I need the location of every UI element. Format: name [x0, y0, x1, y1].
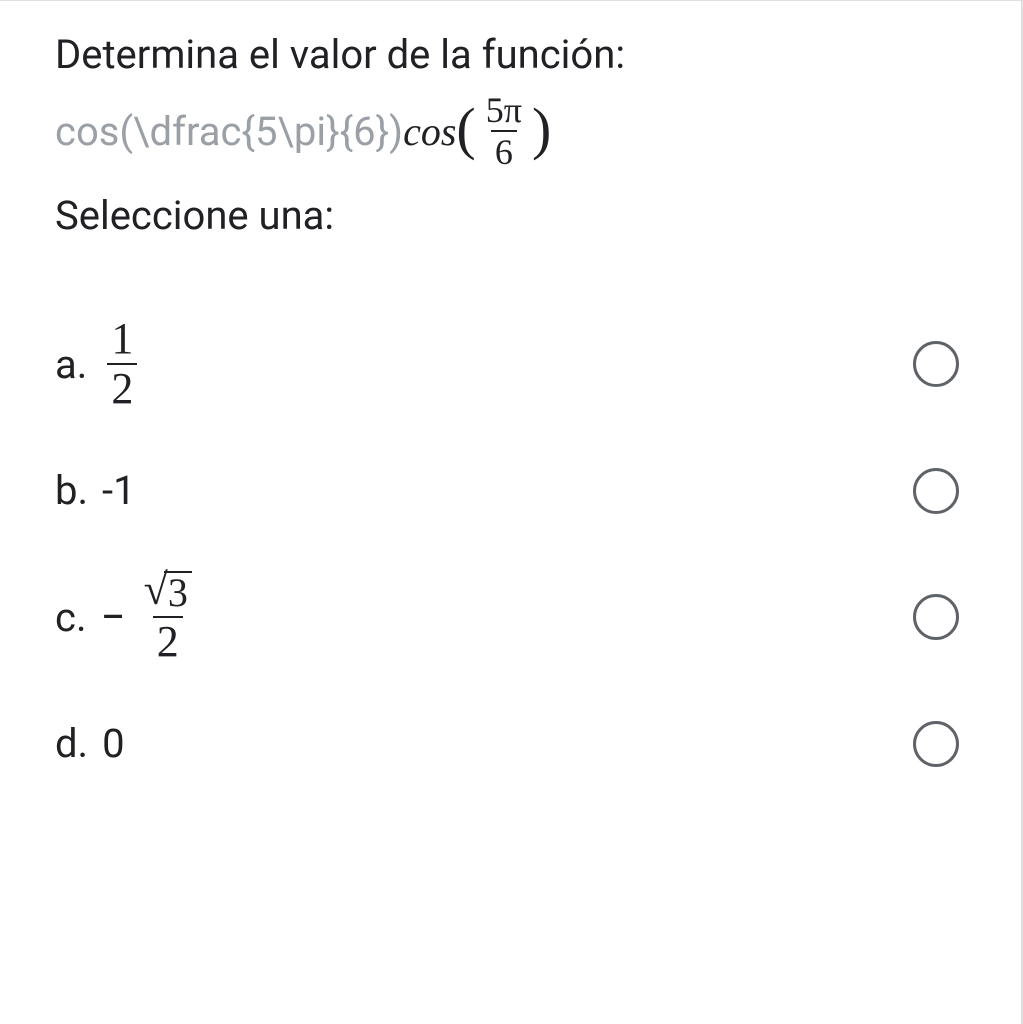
rendered-math: cos ( 5π 6 ) — [403, 92, 551, 170]
radio-d[interactable] — [913, 721, 959, 767]
radio-a[interactable] — [913, 341, 959, 387]
radio-c[interactable] — [913, 594, 959, 640]
option-b-text: -1 — [102, 467, 136, 514]
option-letter: a. — [55, 341, 87, 388]
option-b[interactable]: b. -1 — [55, 439, 971, 542]
option-a-label: a. 1 2 — [55, 317, 143, 411]
option-letter: b. — [55, 467, 88, 514]
function-name: cos — [403, 108, 456, 155]
option-letter: d. — [55, 720, 88, 767]
option-d-label: d. 0 — [55, 720, 125, 767]
numerator: 5π — [482, 92, 526, 130]
option-a-den: 2 — [107, 363, 137, 411]
negative-sign: − — [100, 591, 125, 643]
option-c-label: c. − √ 3 2 — [55, 570, 202, 664]
option-d-text: 0 — [102, 720, 124, 767]
option-c-math: − √ 3 2 — [100, 570, 201, 664]
options-list: a. 1 2 b. -1 c. − √ — [55, 289, 971, 795]
option-a-math: 1 2 — [101, 317, 143, 411]
option-b-label: b. -1 — [55, 467, 136, 514]
fraction-5pi-6: 5π 6 — [482, 92, 526, 170]
latex-raw-source: cos(\dfrac{5\pi}{6}) — [55, 108, 403, 155]
option-letter: c. — [55, 594, 86, 641]
denominator: 6 — [491, 130, 517, 170]
math-expression: cos(\dfrac{5\pi}{6}) cos ( 5π 6 ) — [55, 92, 971, 170]
option-d[interactable]: d. 0 — [55, 692, 971, 795]
option-c-num: √ 3 — [140, 570, 196, 616]
option-a[interactable]: a. 1 2 — [55, 289, 971, 439]
option-c-den: 2 — [153, 616, 183, 664]
sqrt-argument: 3 — [164, 571, 192, 613]
option-c[interactable]: c. − √ 3 2 — [55, 542, 971, 692]
question-title: Determina el valor de la función: — [55, 31, 971, 78]
radio-b[interactable] — [913, 468, 959, 514]
select-one-label: Seleccione una: — [55, 192, 971, 239]
option-a-num: 1 — [107, 317, 137, 363]
